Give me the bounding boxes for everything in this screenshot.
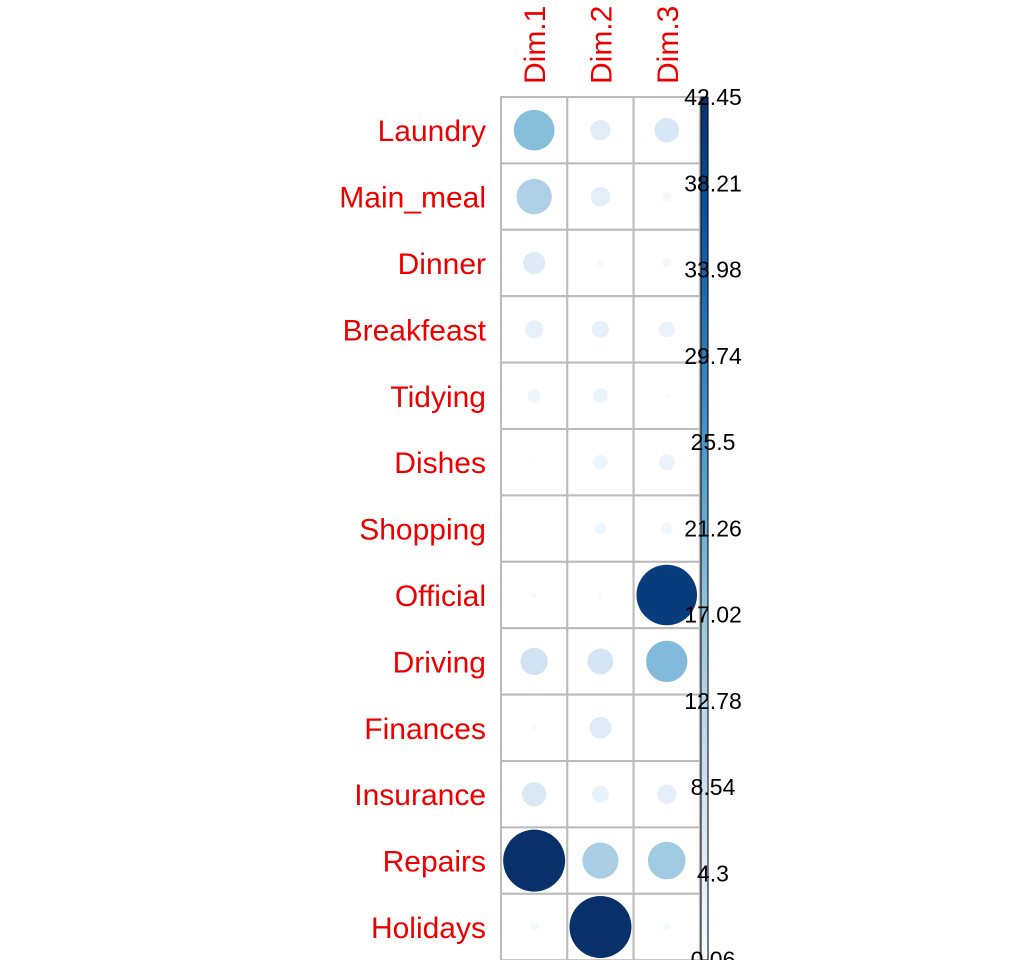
circle-laundry-dim2 <box>590 119 611 141</box>
circle-main-meal-dim3 <box>661 191 672 202</box>
circle-main-meal-dim1 <box>516 178 552 215</box>
circle-dishes-dim1 <box>532 460 536 464</box>
row-labels: Laundry Main_meal Dinner Breakfeast Tidying D… <box>339 115 486 945</box>
legend-tick-label: 21.26 <box>684 515 742 541</box>
grid-cell <box>632 693 701 762</box>
circle-tidying-dim1 <box>527 389 541 403</box>
circle-insurance-dim2 <box>591 785 609 803</box>
circle-insurance-dim1 <box>522 782 547 807</box>
circle-official-dim1 <box>531 592 537 598</box>
circle-finances-dim1 <box>531 725 537 731</box>
circle-tidying-dim3 <box>664 393 669 398</box>
grid-cell <box>566 228 635 298</box>
legend-tick-label: 42.45 <box>684 84 742 110</box>
circle-holidays-dim1 <box>530 923 539 931</box>
row-label: Driving <box>393 646 486 679</box>
circle-shopping-dim3 <box>660 522 673 535</box>
circle-dinner-dim1 <box>523 251 546 275</box>
row-label: Breakfeast <box>343 314 487 347</box>
legend-tick-label: 4.3 <box>697 860 729 886</box>
row-label: Laundry <box>378 115 486 148</box>
row-label: Tidying <box>390 381 486 414</box>
circle-holidays-dim2 <box>569 896 632 958</box>
legend-tick-label: 25.5 <box>691 429 736 455</box>
row-label: Shopping <box>359 514 486 547</box>
legend-tick-label: 38.21 <box>684 170 742 196</box>
legend-tick-label: 12.78 <box>684 688 742 714</box>
circle-dinner-dim3 <box>661 258 672 268</box>
legend-tick-label: 8.54 <box>691 774 736 800</box>
circle-repairs-dim2 <box>582 842 619 879</box>
legend-tick-label: 29.74 <box>684 343 742 369</box>
color-legend: 42.45 38.21 33.98 29.74 25.5 21.26 17.02 12.78 8… <box>684 84 742 960</box>
legend-tick-label: 33.98 <box>684 257 742 283</box>
circle-shopping-dim2 <box>594 522 607 535</box>
row-label: Official <box>395 580 486 613</box>
column-labels: Dim.1 Dim.2 Dim.3 <box>519 6 685 84</box>
circle-dinner-dim2 <box>596 259 605 267</box>
circle-driving-dim1 <box>520 647 548 676</box>
grid-cell <box>500 560 569 630</box>
grid-cell <box>566 361 635 431</box>
column-label: Dim.3 <box>652 6 685 84</box>
circle-driving-dim3 <box>646 640 688 683</box>
circle-finances-dim2 <box>589 716 612 739</box>
circle-dishes-dim3 <box>658 454 675 471</box>
circle-insurance-dim3 <box>657 784 677 804</box>
row-label: Finances <box>364 713 486 746</box>
circle-laundry-dim1 <box>513 109 555 151</box>
circle-driving-dim2 <box>587 648 614 675</box>
circle-repairs-dim3 <box>647 841 686 880</box>
legend-tick-label: 17.02 <box>684 602 742 628</box>
row-label: Holidays <box>371 912 486 945</box>
circle-breakfeast-dim1 <box>525 320 544 339</box>
row-label: Insurance <box>354 779 486 812</box>
row-label: Dishes <box>394 447 486 480</box>
circle-breakfeast-dim2 <box>591 320 610 339</box>
circle-main-meal-dim2 <box>590 186 611 207</box>
legend-tick-label: 0.06 <box>691 947 736 960</box>
row-label: Repairs <box>383 846 486 879</box>
circle-laundry-dim3 <box>654 117 679 143</box>
circle-official-dim2 <box>597 592 604 598</box>
circle-marks <box>503 109 698 958</box>
row-label: Main_meal <box>339 182 486 215</box>
circle-holidays-dim3 <box>662 922 672 932</box>
color-legend-bar <box>700 96 709 960</box>
circle-repairs-dim1 <box>503 829 566 892</box>
grid-cell <box>500 494 569 563</box>
column-label: Dim.2 <box>585 6 618 84</box>
circle-breakfeast-dim3 <box>658 321 675 338</box>
circle-tidying-dim2 <box>593 388 608 404</box>
circle-dishes-dim2 <box>593 454 608 470</box>
row-label: Dinner <box>398 248 486 281</box>
circle-official-dim3 <box>636 564 698 626</box>
column-label: Dim.1 <box>519 6 552 84</box>
